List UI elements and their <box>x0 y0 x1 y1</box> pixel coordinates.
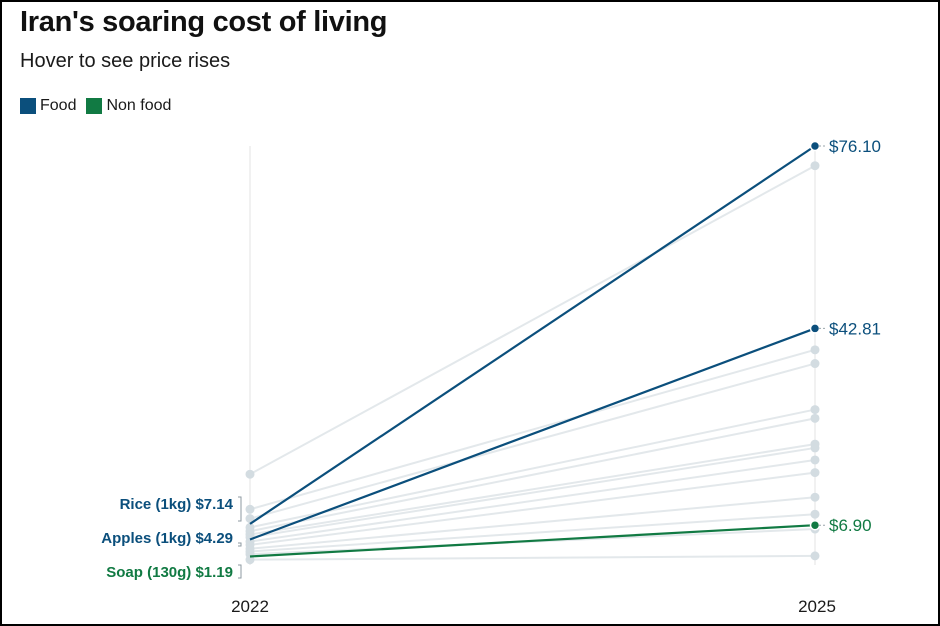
background-series-line[interactable] <box>249 408 816 529</box>
x-tick-2025: 2025 <box>798 597 836 616</box>
x-tick-2022: 2022 <box>231 597 269 616</box>
start-label-apples-1kg: Apples (1kg) $4.29 <box>101 530 233 547</box>
label-bracket <box>238 564 242 579</box>
start-label-rice-1kg: Rice (1kg) $7.14 <box>120 496 234 513</box>
end-value-label-rice-1kg: $76.10 <box>829 137 881 156</box>
legend-item-non-food[interactable]: Non food <box>86 97 171 115</box>
background-series-line[interactable] <box>249 554 816 561</box>
background-point-2022[interactable] <box>245 504 255 514</box>
background-point-2022[interactable] <box>245 469 255 479</box>
background-series-line[interactable] <box>249 458 816 543</box>
background-point-2025[interactable] <box>810 405 820 415</box>
background-series-line[interactable] <box>249 417 816 533</box>
background-series-line[interactable] <box>249 443 816 536</box>
background-point-2025[interactable] <box>810 492 820 502</box>
legend-item-food[interactable]: Food <box>20 97 76 115</box>
end-value-label-soap-130g: $6.90 <box>829 516 872 535</box>
series-line-apples-1kg[interactable] <box>249 327 816 541</box>
background-point-2025[interactable] <box>810 413 820 423</box>
series-point-2025-apples-1kg[interactable] <box>809 323 821 334</box>
label-bracket <box>238 496 242 522</box>
legend-swatch-food <box>20 98 36 114</box>
background-point-2022[interactable] <box>245 555 255 565</box>
background-series-line[interactable] <box>249 348 816 511</box>
background-point-2025[interactable] <box>810 345 820 355</box>
background-series-line[interactable] <box>249 513 816 553</box>
series-line-soap-130g[interactable] <box>249 524 816 558</box>
start-label-soap-130g: Soap (130g) $1.19 <box>106 564 233 581</box>
background-point-2025[interactable] <box>810 468 820 478</box>
end-value-label-apples-1kg: $42.81 <box>829 319 881 338</box>
background-point-2022[interactable] <box>245 514 255 524</box>
background-point-2025[interactable] <box>810 455 820 465</box>
background-series-line[interactable] <box>249 471 816 546</box>
background-point-2025[interactable] <box>810 359 820 369</box>
background-series-group <box>245 161 820 565</box>
chart-title: Iran's soaring cost of living <box>20 6 388 38</box>
legend: Food Non food <box>20 97 181 115</box>
background-series-line[interactable] <box>249 446 816 539</box>
legend-label-food: Food <box>40 97 77 114</box>
background-point-2025[interactable] <box>810 443 820 453</box>
background-point-2025[interactable] <box>810 161 820 171</box>
legend-swatch-non-food <box>86 98 103 114</box>
legend-label-non-food: Non food <box>106 97 172 114</box>
chart-subtitle: Hover to see price rises <box>20 50 231 72</box>
background-series-line[interactable] <box>249 496 816 550</box>
highlighted-series-group: $76.10 Rice (1kg) $7.14 $42.81 Apples (1kg)… <box>101 137 881 581</box>
series-point-2025-rice-1kg[interactable] <box>809 140 821 152</box>
label-bracket <box>238 542 242 547</box>
background-series-line[interactable] <box>249 362 816 520</box>
series-line-rice-1kg[interactable] <box>249 145 816 525</box>
background-point-2025[interactable] <box>810 509 820 519</box>
background-point-2025[interactable] <box>810 551 820 561</box>
series-point-2025-soap-130g[interactable] <box>809 519 821 531</box>
background-series-line[interactable] <box>249 164 816 476</box>
